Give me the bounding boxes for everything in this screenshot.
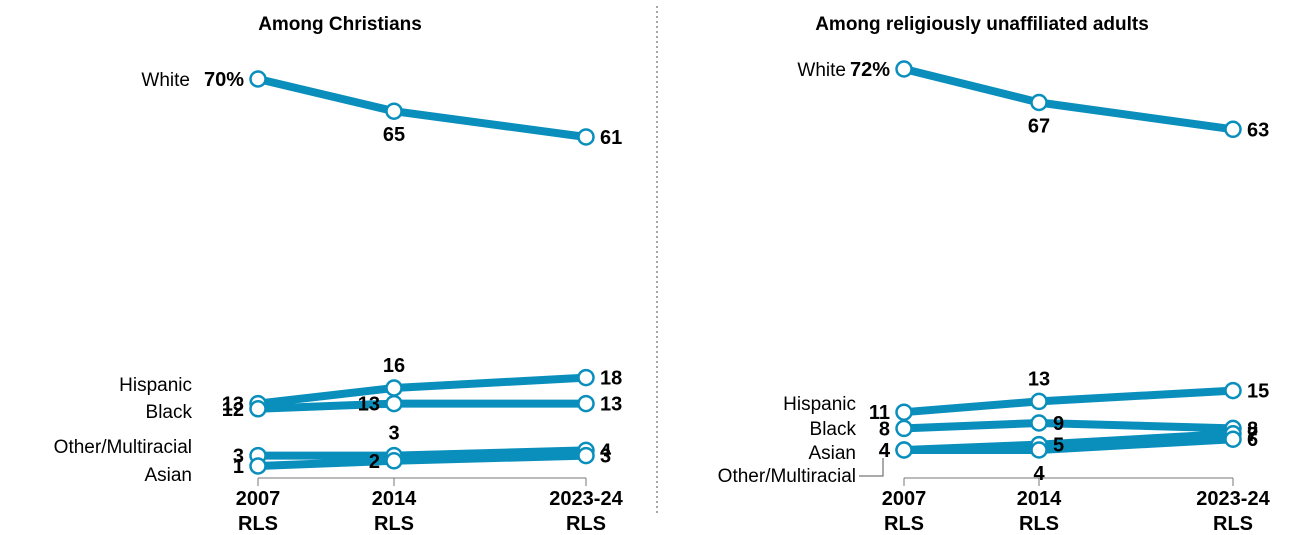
data-point-asian (385, 452, 403, 470)
x-tick-label: 2023-24 (549, 488, 623, 510)
data-label-white: 72% (850, 59, 890, 81)
data-label-hispanic: 13 (222, 394, 244, 416)
x-tick-label: RLS (1213, 513, 1253, 535)
data-point-black (1030, 414, 1048, 432)
data-label-hispanic: 15 (1247, 381, 1269, 403)
x-tick-label: 2014 (372, 488, 417, 510)
series-name-white: White (141, 70, 190, 91)
series-name-hispanic: Hispanic (119, 375, 192, 396)
data-label-asian: 1 (233, 456, 244, 478)
data-point-hispanic (895, 403, 913, 421)
leader-line (859, 458, 884, 477)
x-tick-label: RLS (1019, 513, 1059, 535)
data-label-asian: 4 (879, 440, 891, 462)
data-label-hispanic: 18 (600, 368, 622, 390)
data-label-other-multiracial: 3 (388, 423, 399, 445)
series-name-hispanic: Hispanic (783, 394, 856, 415)
data-point-asian (249, 457, 267, 475)
series-name-asian: Asian (808, 443, 856, 464)
data-label-asian: 5 (1053, 435, 1064, 457)
chart-title: Among Christians (258, 14, 422, 35)
x-tick-label: RLS (884, 513, 924, 535)
data-label-white: 70% (204, 69, 244, 91)
series-line-white (900, 65, 1237, 134)
data-point-asian (577, 446, 595, 465)
data-label-other-multiracial: 4 (879, 440, 891, 462)
data-label-black: 13 (358, 394, 380, 416)
data-point-black (577, 394, 595, 413)
data-label-white: 63 (1247, 119, 1269, 141)
data-label-black: 8 (1247, 418, 1258, 440)
series-name-black: Black (146, 402, 193, 423)
data-label-asian: 7 (1247, 424, 1258, 446)
data-label-other-multiracial: 4 (1033, 463, 1045, 485)
x-tick-label: 2014 (1017, 488, 1062, 510)
x-tick-label: 2007 (882, 488, 927, 510)
data-label-asian: 3 (600, 446, 611, 468)
data-label-other-multiracial: 3 (233, 446, 244, 468)
series-name-other-multiracial: Other/Multiracial (718, 466, 856, 487)
chart-title: Among religiously unaffiliated adults (815, 14, 1149, 35)
data-label-black: 9 (1053, 413, 1064, 435)
series-line-black (900, 419, 1237, 433)
data-point-black (895, 419, 913, 438)
data-point-white (895, 60, 913, 78)
data-point-hispanic (385, 379, 403, 397)
data-label-black: 12 (222, 399, 244, 421)
series-line-hispanic (900, 386, 1237, 417)
data-point-other-multiracial (895, 441, 913, 459)
data-label-asian: 2 (369, 451, 380, 473)
data-label-white: 61 (600, 127, 622, 149)
x-tick-label: RLS (374, 513, 414, 535)
data-point-other-multiracial (1030, 441, 1048, 459)
data-label-other-multiracial: 6 (1247, 429, 1258, 451)
series-line-black (254, 399, 590, 413)
series-name-white: White (797, 60, 846, 81)
data-point-white (249, 70, 267, 88)
chart-panel-1: Among Christians 2007 RLS 2014 RLS 2023-24 RLS… (54, 14, 624, 535)
x-tick-label: RLS (238, 513, 278, 535)
data-label-black: 8 (879, 418, 890, 440)
data-point-hispanic (1224, 381, 1242, 400)
data-label-hispanic: 13 (1028, 368, 1050, 390)
data-point-other-multiracial (1224, 430, 1242, 448)
series-name-black: Black (810, 419, 857, 440)
data-point-white (385, 102, 403, 120)
data-label-black: 13 (600, 394, 622, 416)
data-label-hispanic: 11 (869, 402, 890, 424)
data-point-black (249, 400, 267, 418)
x-tick-label: 2023-24 (1196, 488, 1270, 510)
data-label-hispanic: 16 (383, 355, 405, 377)
data-label-white: 67 (1028, 116, 1050, 138)
data-point-hispanic (577, 368, 595, 387)
x-tick-label: 2007 (236, 488, 281, 510)
chart-panel-2: Among religiously unaffiliated adults 200… (718, 14, 1271, 535)
series-name-other-multiracial: Other/Multiracial (54, 437, 192, 458)
data-point-black (385, 394, 403, 413)
data-point-white (577, 128, 595, 146)
series-line-white (254, 75, 590, 141)
x-tick-label: RLS (566, 513, 606, 535)
series-name-asian: Asian (144, 465, 192, 486)
data-label-white: 65 (383, 124, 405, 146)
data-point-white (1224, 120, 1242, 139)
data-point-white (1030, 93, 1048, 112)
data-label-other-multiracial: 4 (600, 440, 612, 462)
data-point-hispanic (1030, 392, 1048, 411)
